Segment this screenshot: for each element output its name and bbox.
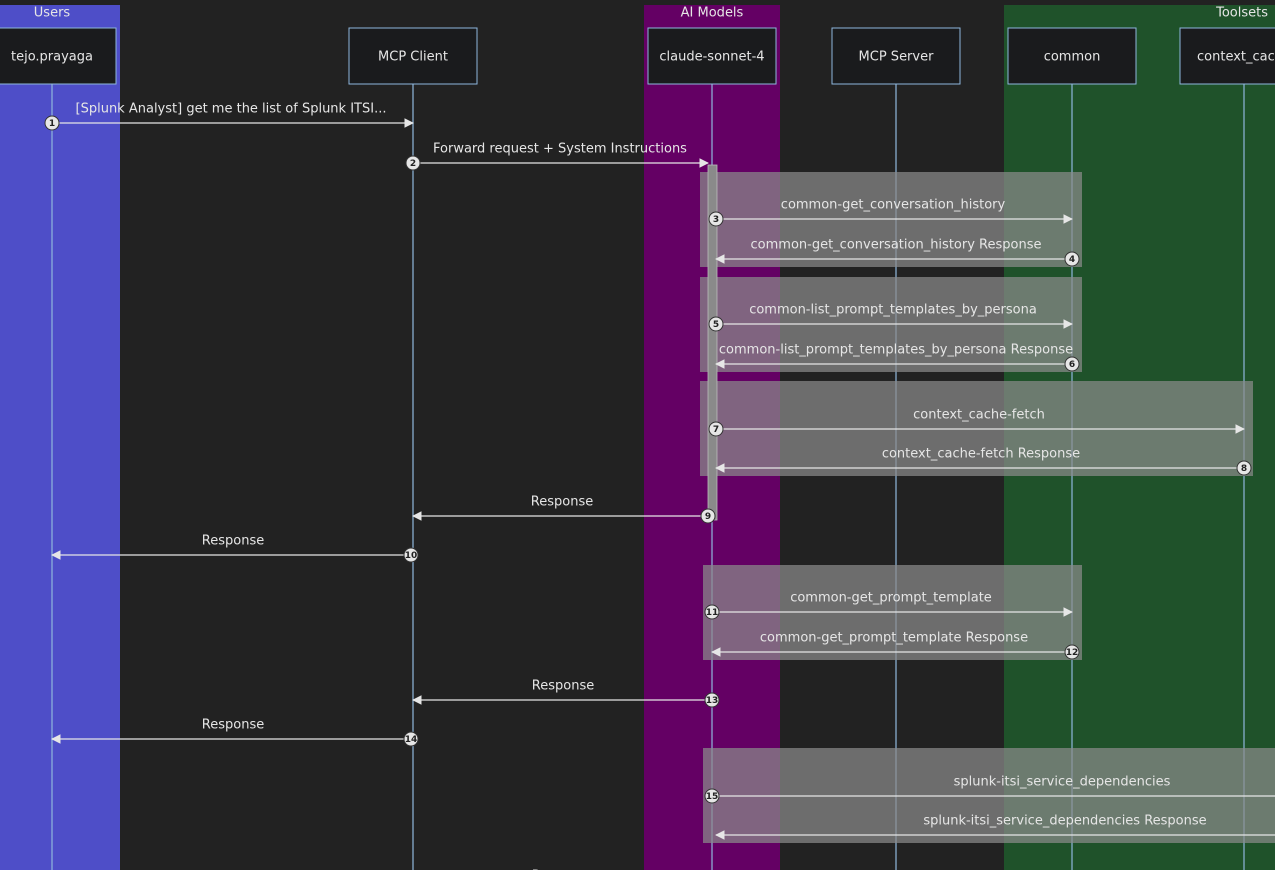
participant-box <box>0 27 117 85</box>
message-label: Response <box>532 679 594 694</box>
sequence-number: 14 <box>405 735 418 745</box>
group-label: AI Models <box>681 6 744 21</box>
sequence-number-badge <box>708 421 724 437</box>
message-label: splunk-itsi_service_dependencies <box>954 775 1171 790</box>
sequence-number-badge <box>1064 356 1080 372</box>
sequence-number-badge <box>1236 460 1252 476</box>
participant-box <box>1179 27 1275 85</box>
sequence-number: 2 <box>410 159 416 169</box>
sequence-number: 8 <box>1241 464 1247 474</box>
sequence-number-badge <box>1064 251 1080 267</box>
sequence-number-badge <box>405 155 421 171</box>
participant-label: MCP Client <box>378 50 448 65</box>
sequence-number-badge <box>708 316 724 332</box>
message-label: common-get_prompt_template Response <box>760 631 1028 646</box>
sequence-number-badge <box>700 508 716 524</box>
sequence-number-badge <box>403 547 419 563</box>
participant-box <box>1007 27 1137 85</box>
message-label: common-get_prompt_template <box>790 591 992 606</box>
message-label: Response <box>202 718 264 733</box>
sequence-number: 12 <box>1066 648 1079 658</box>
participant-label: common <box>1044 50 1101 65</box>
sequence-number: 1 <box>49 119 55 129</box>
sequence-number: 11 <box>706 608 719 618</box>
sequence-number: 6 <box>1069 360 1075 370</box>
sequence-number: 13 <box>706 696 719 706</box>
group-label: Toolsets <box>1215 6 1268 21</box>
sequence-number: 9 <box>705 512 711 522</box>
sequence-number: 10 <box>405 551 418 561</box>
message-label: common-list_prompt_templates_by_persona <box>749 303 1037 318</box>
message-label: Response <box>531 495 593 510</box>
sequence-number-badge <box>704 788 720 804</box>
sequence-number: 15 <box>706 792 719 802</box>
sequence-number-badge <box>44 115 60 131</box>
message-label: context_cache-fetch Response <box>882 447 1080 462</box>
message-label: splunk-itsi_service_dependencies Respons… <box>923 814 1206 829</box>
participant-box <box>348 27 478 85</box>
message-label: common-get_conversation_history <box>781 198 1006 213</box>
group-label: Users <box>34 6 71 21</box>
message-label: Forward request + System Instructions <box>433 142 687 157</box>
participant-label: claude-sonnet-4 <box>659 50 764 65</box>
group-users <box>0 5 120 870</box>
sequence-number-badge <box>704 692 720 708</box>
sequence-number-badge <box>1064 644 1080 660</box>
sequence-number-badge <box>708 211 724 227</box>
sequence-number: 7 <box>713 425 719 435</box>
message-label: Response <box>202 534 264 549</box>
sequence-number-badge <box>403 731 419 747</box>
participant-box <box>647 27 777 85</box>
participant-label: MCP Server <box>859 50 935 65</box>
sequence-number: 4 <box>1069 255 1075 265</box>
participant-box <box>831 27 961 85</box>
message-label: common-get_conversation_history Response <box>751 238 1042 253</box>
participant-label: tejo.prayaga <box>11 50 93 65</box>
message-label: context_cache-fetch <box>913 408 1045 423</box>
message-label: common-list_prompt_templates_by_persona … <box>719 343 1073 358</box>
sequence-number: 3 <box>713 215 719 225</box>
participant-label: context_cache <box>1197 50 1275 65</box>
sequence-number: 5 <box>713 320 719 330</box>
sequence-number-badge <box>704 604 720 620</box>
message-label: [Splunk Analyst] get me the list of Splu… <box>76 102 387 117</box>
message-label: Response <box>532 869 594 870</box>
